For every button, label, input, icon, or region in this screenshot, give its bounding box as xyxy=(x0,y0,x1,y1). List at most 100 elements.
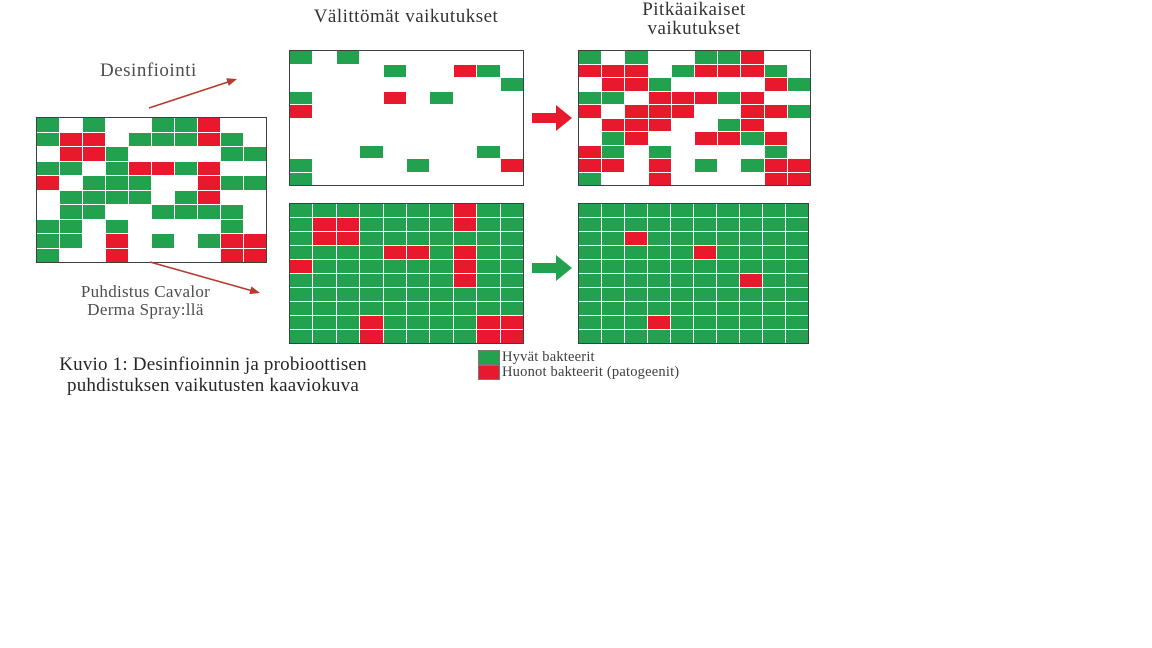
grid-cell xyxy=(671,78,694,91)
grid-cell xyxy=(718,64,741,77)
grid-cell xyxy=(500,232,523,245)
grid-cell xyxy=(625,218,647,231)
grid-cell xyxy=(453,232,477,245)
grid-cell xyxy=(786,288,808,301)
grid-cell xyxy=(579,330,601,343)
grid-cell xyxy=(430,105,453,118)
grid-cell xyxy=(741,172,764,185)
grid-cell xyxy=(740,232,762,245)
probiotic-cleaning-label-line2: Derma Spray:llä xyxy=(87,300,204,319)
grid-cell xyxy=(360,51,383,64)
grid-cell xyxy=(360,172,383,185)
grid-cell xyxy=(602,316,624,329)
grid-cell xyxy=(717,330,739,343)
grid-cell xyxy=(579,118,602,131)
grid-cell xyxy=(695,64,718,77)
grid-cell xyxy=(175,248,197,262)
grid-cell xyxy=(360,159,383,172)
grid-cell xyxy=(221,147,243,161)
grid-cell xyxy=(406,64,430,77)
grid-cell xyxy=(175,190,197,204)
grid-cell xyxy=(336,330,360,343)
grid-cell xyxy=(579,78,602,91)
grid-cell xyxy=(579,246,601,259)
grid-cell xyxy=(602,246,624,259)
grid-cell xyxy=(383,260,406,273)
grid-cell xyxy=(106,205,128,219)
grid-cell xyxy=(336,204,360,217)
grid-cell xyxy=(602,51,625,64)
grid-cell xyxy=(430,302,453,315)
grid-cell xyxy=(60,176,82,190)
grid-cell xyxy=(602,260,624,273)
grid-cell xyxy=(83,161,105,175)
grid-cell xyxy=(671,246,693,259)
grid-cell xyxy=(500,64,523,77)
grid-cell xyxy=(718,159,741,172)
grid-cell xyxy=(477,218,500,231)
grid-cell xyxy=(383,274,406,287)
grid-cell xyxy=(453,78,477,91)
grid-cell xyxy=(671,330,693,343)
grid-cell xyxy=(579,145,602,158)
grid-cell xyxy=(763,218,785,231)
grid-cell xyxy=(83,234,105,248)
grid-cell xyxy=(477,51,500,64)
grid-cell xyxy=(406,232,430,245)
grid-cell xyxy=(290,218,313,231)
grid-cell xyxy=(83,190,105,204)
figure-caption: Kuvio 1: Desinfioinnin ja probioottisen … xyxy=(34,354,392,396)
grid-cell xyxy=(500,330,523,343)
disinfection-label: Desinfiointi xyxy=(100,60,197,81)
grid-cell xyxy=(477,232,500,245)
grid-cell xyxy=(290,232,313,245)
grid-cell xyxy=(579,316,601,329)
grid-cell xyxy=(453,274,477,287)
grid-cell xyxy=(787,145,810,158)
grid-cell xyxy=(336,51,360,64)
grid-cell xyxy=(602,118,625,131)
grid-cell xyxy=(198,190,220,204)
grid-cell xyxy=(244,132,266,146)
grid-cell xyxy=(648,246,670,259)
grid-cell xyxy=(152,147,174,161)
grid-cell xyxy=(221,234,243,248)
grid-cell xyxy=(129,161,151,175)
grid-cell xyxy=(313,302,336,315)
grid-cell xyxy=(129,205,151,219)
grid-cell xyxy=(244,118,266,132)
grid-cell xyxy=(741,78,764,91)
grid-cell xyxy=(579,159,602,172)
grid-cell xyxy=(129,132,151,146)
grid-cell xyxy=(406,172,430,185)
grid-cell xyxy=(648,260,670,273)
grid-cell xyxy=(477,316,500,329)
grid-cell xyxy=(500,204,523,217)
grid-cell xyxy=(360,105,383,118)
grid-cell xyxy=(625,172,648,185)
grid-cell xyxy=(106,248,128,262)
grid-cell xyxy=(694,302,716,315)
grid-cell xyxy=(152,190,174,204)
grid-cell xyxy=(648,118,671,131)
column-title-longterm: Pitkäaikaiset vaikutukset xyxy=(578,0,810,38)
grid-cell xyxy=(477,204,500,217)
grid-cell xyxy=(477,274,500,287)
grid-cell xyxy=(671,274,693,287)
grid-cell xyxy=(198,132,220,146)
grid-cell xyxy=(430,91,453,104)
grid-cell xyxy=(313,232,336,245)
grid-cell xyxy=(430,288,453,301)
grid-cell xyxy=(360,302,383,315)
grid-cell xyxy=(763,330,785,343)
grid-cell xyxy=(152,161,174,175)
grid-cell xyxy=(290,246,313,259)
grid-cell xyxy=(83,248,105,262)
grid-cell xyxy=(175,234,197,248)
grid-cell xyxy=(602,204,624,217)
grid-cell xyxy=(406,132,430,145)
grid-cell xyxy=(787,78,810,91)
grid-cell xyxy=(740,274,762,287)
grid-cell xyxy=(290,274,313,287)
grid-cell xyxy=(221,161,243,175)
